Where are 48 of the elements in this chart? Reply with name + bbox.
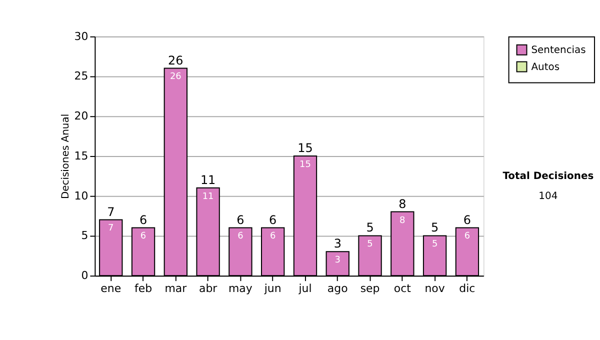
x-tick-label: feb (134, 282, 152, 296)
total-label: 6 (269, 212, 277, 227)
data-label: 6 (238, 232, 244, 242)
total-label: 8 (398, 196, 406, 211)
x-tick-label: dic (459, 282, 476, 296)
x-tick-label: oct (394, 282, 412, 296)
data-label: 6 (140, 232, 146, 242)
x-tick-label: mar (164, 282, 188, 296)
x-tick-label: nov (424, 282, 446, 296)
y-tick-label: 0 (81, 269, 88, 282)
y-tick-label: 25 (74, 70, 88, 83)
total-label: 15 (298, 140, 313, 155)
x-tick-label: ene (100, 282, 122, 296)
total-label: 11 (200, 172, 216, 187)
x-tick-label: sep (360, 282, 380, 296)
y-axis-title: Decisiones Anual (60, 114, 72, 200)
text: 104 (538, 190, 558, 202)
total-label: 5 (366, 220, 374, 235)
x-tick-label: ago (327, 282, 348, 296)
legend-label: Autos (531, 62, 560, 73)
data-label: 3 (334, 256, 340, 266)
data-label: 5 (432, 240, 438, 250)
total-label: 3 (334, 236, 342, 251)
y-tick-label: 30 (74, 30, 88, 43)
y-tick-label: 5 (81, 229, 88, 242)
total-label: 6 (236, 212, 244, 227)
data-label: 15 (300, 160, 311, 170)
total-label: 26 (168, 53, 184, 68)
x-tick-label: jun (263, 282, 282, 296)
x-tick-label: may (228, 282, 253, 296)
x-tick-label: jul (298, 282, 312, 296)
data-label: 6 (464, 232, 470, 242)
legend-label: Sentencias (531, 44, 586, 56)
data-label: 7 (108, 224, 114, 234)
data-label: 11 (202, 192, 214, 202)
total-label: 6 (463, 212, 471, 227)
y-tick-label: 10 (74, 189, 88, 202)
x-tick-label: abr (198, 282, 218, 296)
y-tick-label: 15 (74, 149, 88, 162)
data-label: 8 (400, 216, 406, 226)
total-label: 5 (430, 220, 439, 235)
data-label: 26 (170, 72, 182, 82)
data-label: 6 (270, 232, 276, 242)
text: Total Decisiones (502, 170, 594, 182)
total-label: 7 (107, 204, 115, 219)
y-tick-label: 20 (74, 110, 88, 123)
data-label: 5 (367, 240, 373, 250)
total-label: 6 (139, 212, 148, 227)
